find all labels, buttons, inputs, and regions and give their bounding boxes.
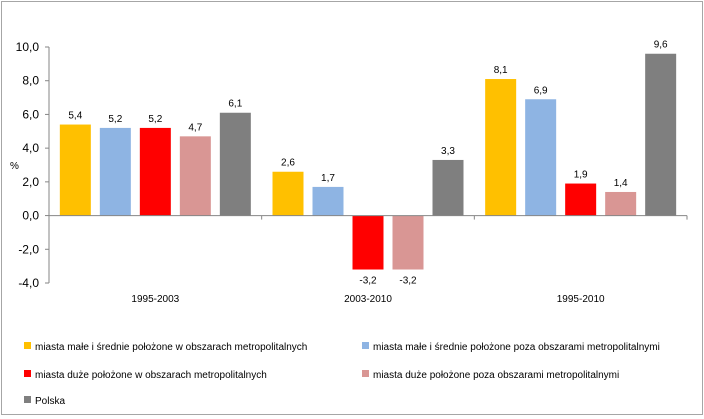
- x-tick-label: 1995-2003: [131, 294, 179, 305]
- y-tick-label: 4,0: [22, 141, 39, 155]
- bar: [605, 191, 637, 216]
- y-tick-label: -4,0: [18, 276, 39, 290]
- y-tick-label: 10,0: [16, 40, 40, 54]
- bar: [312, 186, 344, 216]
- data-label: 4,7: [188, 122, 202, 133]
- data-label: -3,2: [399, 276, 417, 287]
- data-label: 5,2: [148, 114, 162, 125]
- bar: [179, 136, 211, 216]
- y-tick-label: 8,0: [22, 74, 39, 88]
- y-tick-label: -2,0: [18, 242, 39, 256]
- data-label: 6,1: [228, 99, 242, 110]
- bar: [272, 171, 304, 216]
- bar: [645, 53, 677, 216]
- data-label: 1,7: [321, 173, 335, 184]
- bar: [352, 215, 384, 270]
- legend-swatch: [24, 342, 31, 349]
- y-tick-label: 2,0: [22, 175, 39, 189]
- bar: [219, 112, 251, 216]
- legend-label: miasta małe i średnie położone poza obsz…: [373, 342, 660, 353]
- legend-swatch: [362, 342, 369, 349]
- y-axis-label: %: [10, 161, 19, 172]
- data-label: 3,3: [441, 146, 455, 157]
- data-label: 1,4: [614, 178, 628, 189]
- bar: [99, 127, 131, 216]
- category-labels: 1995-2003 2003-2010 1995-2010: [131, 294, 605, 305]
- y-axis-ticks: 10,0 8,0 6,0 4,0 2,0 0,0 -2,0 -4,0: [16, 40, 49, 290]
- bar: [59, 124, 91, 216]
- legend-swatch: [24, 396, 31, 403]
- data-label: 5,2: [108, 114, 122, 125]
- bar: [525, 99, 557, 216]
- bar: [392, 215, 424, 270]
- legend-label: miasta duże położone poza obszarami metr…: [373, 370, 619, 381]
- bar: [139, 127, 171, 216]
- data-label: 5,4: [68, 111, 82, 122]
- bars: 5,4 5,2 5,2 4,7 6,1 2,6 1,7 -3,2 -3,2 3,3 8,1 6,9 1,…: [59, 40, 677, 287]
- legend-label: Polska: [35, 396, 65, 407]
- bar-chart: 10,0 8,0 6,0 4,0 2,0 0,0 -2,0 -4,0 % 5,4 5,2 5,2 4…: [10, 40, 688, 407]
- axes: [48, 47, 688, 283]
- data-label: 9,6: [654, 40, 668, 51]
- data-label: 6,9: [534, 85, 548, 96]
- data-label: 1,9: [574, 170, 588, 181]
- x-tick-label: 1995-2010: [557, 294, 605, 305]
- data-label: 8,1: [494, 65, 508, 76]
- y-tick-label: 6,0: [22, 107, 39, 121]
- x-tick-label: 2003-2010: [344, 294, 392, 305]
- y-tick-label: 0,0: [22, 209, 39, 223]
- bar: [485, 79, 517, 216]
- legend: miasta małe i średnie położone w obszara…: [24, 342, 660, 407]
- bar: [432, 159, 464, 216]
- bar: [565, 183, 597, 216]
- legend-label: miasta małe i średnie położone w obszara…: [35, 342, 307, 353]
- data-label: -3,2: [359, 276, 377, 287]
- legend-swatch: [24, 370, 31, 377]
- legend-label: miasta duże położone w obszarach metropo…: [35, 370, 267, 381]
- legend-swatch: [362, 370, 369, 377]
- data-label: 2,6: [281, 158, 295, 169]
